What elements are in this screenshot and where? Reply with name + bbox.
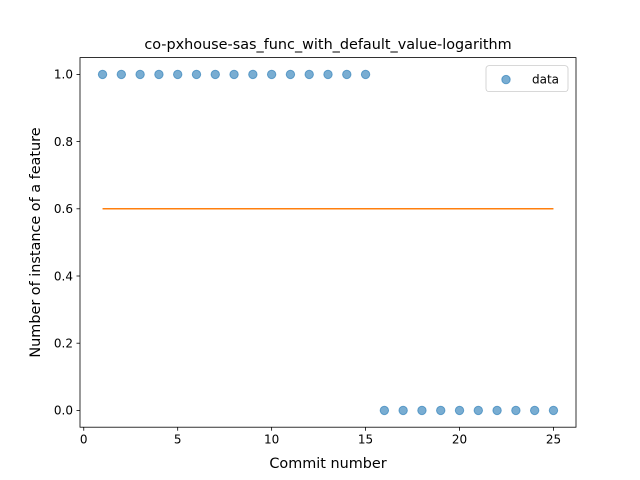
y-tick-label: 0.8 — [54, 135, 73, 149]
legend-marker — [501, 74, 511, 85]
y-tick-label: 0.6 — [54, 202, 73, 216]
data-point — [342, 69, 352, 80]
data-point — [379, 405, 390, 416]
y-axis: 0.0 0.2 0.4 0.6 0.8 1.0 — [54, 68, 80, 418]
legend: data — [485, 65, 569, 92]
x-axis-label: Commit number — [269, 456, 386, 472]
y-tick-label: 0.0 — [54, 404, 73, 418]
data-point — [529, 405, 540, 416]
data-point — [417, 405, 427, 416]
x-tick-label: 20 — [452, 433, 467, 447]
x-tick-label: 25 — [546, 433, 561, 447]
data-point — [492, 405, 502, 416]
data-point — [473, 405, 484, 416]
data-point — [172, 69, 183, 80]
data-point — [398, 405, 408, 416]
data-point — [436, 405, 446, 416]
y-axis-label: Number of instance of a feature — [28, 127, 44, 357]
data-point — [135, 69, 145, 80]
legend-label: data — [532, 73, 559, 87]
data-point — [210, 69, 220, 80]
data-point — [323, 69, 333, 80]
plot-area — [79, 57, 577, 428]
data-point — [154, 69, 164, 80]
data-point — [285, 69, 296, 80]
data-point — [248, 69, 258, 80]
y-tick-label: 1.0 — [54, 68, 73, 82]
data-point — [454, 405, 465, 416]
x-tick-label: 5 — [174, 433, 182, 447]
x-tick-label: 15 — [358, 433, 373, 447]
data-point — [116, 69, 127, 80]
plot-frame — [79, 57, 577, 428]
data-point — [191, 69, 202, 80]
y-tick-label: 0.2 — [54, 337, 73, 351]
data-point — [548, 405, 559, 416]
data-point — [304, 69, 314, 80]
x-axis: 0 5 10 15 20 25 — [80, 427, 561, 447]
x-tick-label: 0 — [80, 433, 88, 447]
x-tick-label: 10 — [264, 433, 279, 447]
legend-box — [485, 65, 569, 92]
data-point — [97, 69, 108, 80]
data-point — [360, 69, 371, 80]
data-point — [511, 405, 521, 416]
data-point — [266, 69, 277, 80]
y-tick-label: 0.4 — [54, 269, 73, 283]
chart-title: co-pxhouse-sas_func_with_default_value-l… — [144, 37, 511, 53]
data-point — [229, 69, 239, 80]
